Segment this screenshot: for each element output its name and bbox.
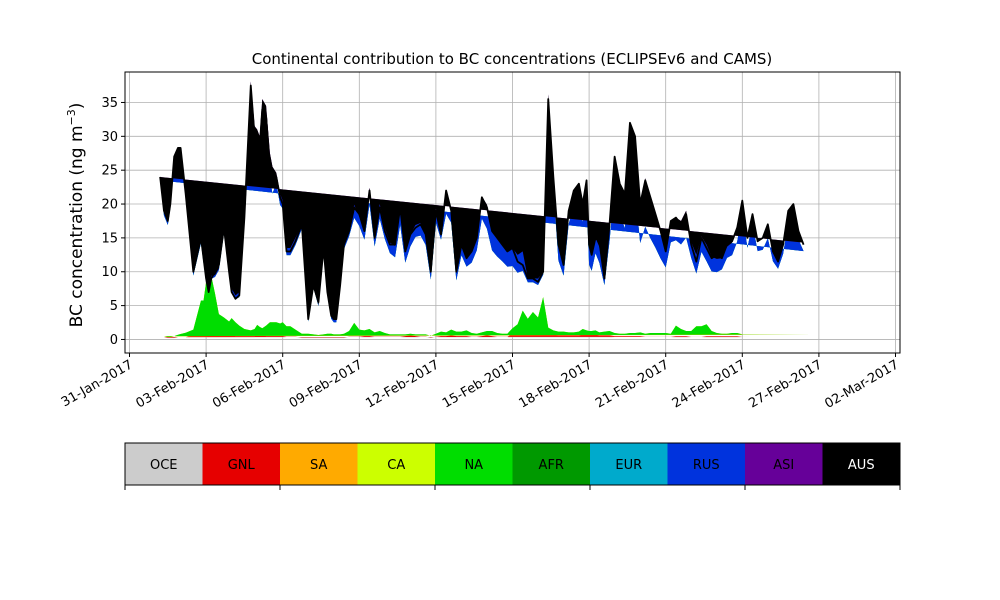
area-na: [160, 275, 814, 337]
y-axis-label: BC concentration (ng m−3): [65, 103, 87, 328]
legend-colorbar: OCE GNL SA CA NA AFR EUR RUS ASI AUS: [124, 442, 901, 490]
legend-swatch-eur: [590, 443, 668, 485]
legend-label-gnl: GNL: [228, 458, 256, 473]
y-tick-label: 15: [101, 231, 118, 246]
legend-label-asi: ASI: [773, 458, 794, 473]
x-tick-label: 15-Feb-2017: [440, 357, 519, 411]
x-tick-label: 09-Feb-2017: [287, 357, 366, 411]
legend-label-oce: OCE: [150, 458, 178, 473]
y-tick-label: 30: [101, 130, 118, 145]
chart-title: Continental contribution to BC concentra…: [252, 50, 773, 68]
x-tick-label: 24-Feb-2017: [670, 357, 749, 411]
legend-swatch-asi: [745, 443, 823, 485]
x-tick-label: 31-Jan-2017: [59, 357, 136, 410]
x-tick-label: 27-Feb-2017: [746, 357, 825, 411]
legend-label-sa: SA: [310, 458, 327, 473]
x-tick-label: 06-Feb-2017: [210, 357, 289, 411]
area-layers: [159, 81, 819, 339]
y-tick-label: 10: [101, 265, 118, 280]
legend-swatch-rus: [667, 443, 745, 485]
legend-label-ca: CA: [387, 458, 405, 473]
y-axis-label-main: BC concentration (ng m: [67, 125, 87, 327]
total-line: [159, 84, 805, 321]
x-tick-label: 02-Mar-2017: [822, 357, 901, 411]
x-tick-label: 12-Feb-2017: [363, 357, 442, 411]
y-tick-label: 0: [110, 333, 118, 348]
legend-swatch-sa: [280, 443, 358, 485]
legend-swatch-gnl: [202, 443, 280, 485]
legend-frame: [124, 442, 901, 486]
legend-swatch-ca: [357, 443, 435, 485]
legend-swatch-oce: [125, 443, 203, 485]
legend-label-na: NA: [464, 458, 483, 473]
x-tick-label: 21-Feb-2017: [593, 357, 672, 411]
legend-label-rus: RUS: [693, 458, 720, 473]
y-axis-label-close: ): [67, 103, 87, 110]
x-tick-label: 18-Feb-2017: [517, 357, 596, 411]
legend-swatch-afr: [512, 443, 590, 485]
legend-label-eur: EUR: [615, 458, 642, 473]
legend-swatch-na: [435, 443, 513, 485]
y-tick-label: 25: [101, 164, 118, 179]
legend-swatch-aus: [822, 443, 900, 485]
legend-label-afr: AFR: [539, 458, 564, 473]
x-tick-label: 03-Feb-2017: [134, 357, 213, 411]
y-tick-label: 5: [110, 299, 118, 314]
y-tick-label: 35: [101, 96, 118, 111]
y-tick-label: 20: [101, 198, 118, 213]
legend-label-aus: AUS: [848, 458, 875, 473]
y-axis-label-exponent: −3: [65, 109, 78, 125]
